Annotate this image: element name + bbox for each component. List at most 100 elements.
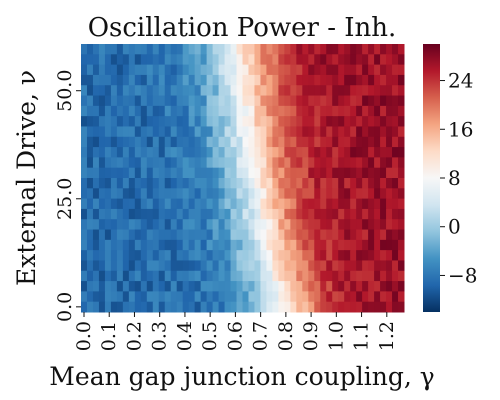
- heatmap-cell: [200, 250, 208, 261]
- heatmap-cell: [104, 95, 112, 107]
- heatmap-cell: [302, 85, 309, 97]
- heatmap-cell: [182, 126, 190, 138]
- heatmap-cell: [182, 85, 190, 97]
- heatmap-cell: [338, 178, 345, 189]
- heatmap-cell: [92, 64, 100, 76]
- heatmap-cell: [134, 116, 142, 127]
- heatmap-cell: [236, 126, 243, 138]
- heatmap-cell: [128, 301, 136, 313]
- heatmap-cell: [356, 74, 363, 86]
- heatmap-cell: [296, 260, 303, 272]
- x-axis-label: Mean gap junction coupling, γ: [49, 362, 434, 391]
- heatmap-cell: [86, 64, 94, 76]
- heatmap-cell: [344, 157, 351, 169]
- heatmap-cell: [218, 64, 226, 76]
- heatmap-cell: [362, 85, 369, 97]
- heatmap-cell: [164, 260, 172, 272]
- heatmap-cell: [176, 74, 184, 86]
- heatmap-cell: [86, 239, 94, 251]
- heatmap-cell: [296, 95, 303, 107]
- heatmap-cell: [236, 74, 243, 86]
- heatmap-cell: [272, 44, 279, 55]
- heatmap-cell: [374, 105, 381, 117]
- heatmap-cell: [164, 167, 172, 179]
- heatmap-cell: [278, 229, 285, 241]
- heatmap-cell: [332, 239, 339, 251]
- heatmap-cell: [104, 64, 112, 76]
- heatmap-cell: [326, 85, 333, 97]
- heatmap-cell: [128, 136, 136, 148]
- heatmap-cell: [362, 291, 369, 303]
- heatmap-cell: [110, 157, 118, 169]
- heatmap-cell: [242, 281, 249, 292]
- heatmap-cell: [278, 105, 285, 117]
- heatmap-cell: [338, 105, 345, 117]
- heatmap-cell: [350, 54, 357, 66]
- heatmap-cell: [344, 64, 351, 76]
- heatmap-cell: [122, 239, 130, 251]
- heatmap-cell: [81, 281, 88, 292]
- heatmap-cell: [290, 281, 297, 292]
- heatmap-cell: [374, 95, 381, 107]
- heatmap-cell: [242, 116, 249, 127]
- heatmap-cell: [278, 64, 285, 76]
- heatmap-cell: [116, 85, 124, 97]
- heatmap-cell: [350, 178, 357, 189]
- heatmap-cell: [140, 239, 148, 251]
- heatmap-cell: [158, 270, 166, 282]
- heatmap-cell: [146, 157, 154, 169]
- heatmap-cell: [284, 188, 291, 200]
- heatmap-cell: [86, 95, 94, 107]
- x-tick-label: 0.7: [250, 321, 272, 351]
- heatmap-cell: [170, 167, 178, 179]
- heatmap-cell: [206, 105, 214, 117]
- heatmap-cell: [350, 105, 357, 117]
- heatmap-cell: [380, 198, 387, 210]
- heatmap-cell: [338, 147, 345, 158]
- heatmap-cell: [386, 198, 393, 210]
- heatmap-cell: [254, 136, 261, 148]
- heatmap-cell: [386, 291, 393, 303]
- heatmap-cell: [338, 126, 345, 138]
- heatmap-cell: [104, 219, 112, 231]
- x-tick-label: 0.5: [199, 321, 221, 351]
- heatmap-cell: [302, 239, 309, 251]
- heatmap-cell: [284, 147, 291, 158]
- heatmap-cell: [86, 270, 94, 282]
- heatmap-cell: [134, 136, 142, 148]
- heatmap-cell: [104, 147, 112, 158]
- heatmap-cell: [278, 74, 285, 86]
- heatmap-cell: [380, 270, 387, 282]
- heatmap-cell: [398, 239, 405, 251]
- heatmap-cell: [350, 198, 357, 210]
- heatmap-cell: [146, 301, 154, 313]
- heatmap-cell: [194, 208, 202, 220]
- heatmap-cell: [392, 198, 399, 210]
- heatmap-cell: [290, 229, 297, 241]
- heatmap-cell: [368, 250, 375, 261]
- heatmap-cell: [116, 126, 124, 138]
- heatmap-cell: [104, 126, 112, 138]
- heatmap-cell: [308, 54, 315, 66]
- heatmap-cell: [386, 229, 393, 241]
- heatmap-cell: [104, 250, 112, 261]
- heatmap-cell: [278, 147, 285, 158]
- heatmap-cell: [368, 126, 375, 138]
- heatmap-cell: [344, 198, 351, 210]
- heatmap-cell: [104, 260, 112, 272]
- heatmap-cell: [122, 147, 130, 158]
- heatmap-cell: [380, 95, 387, 107]
- heatmap-cell: [296, 85, 303, 97]
- heatmap-cell: [236, 208, 243, 220]
- heatmap-cell: [350, 188, 357, 200]
- heatmap-cell: [290, 147, 297, 158]
- heatmap-cell: [260, 281, 267, 292]
- heatmap-cell: [92, 85, 100, 97]
- heatmap-cell: [272, 198, 279, 210]
- heatmap-cell: [164, 64, 172, 76]
- heatmap-cell: [332, 147, 339, 158]
- heatmap-cell: [134, 167, 142, 179]
- heatmap-cell: [386, 281, 393, 292]
- colorbar: [423, 44, 440, 312]
- heatmap-cell: [320, 270, 327, 282]
